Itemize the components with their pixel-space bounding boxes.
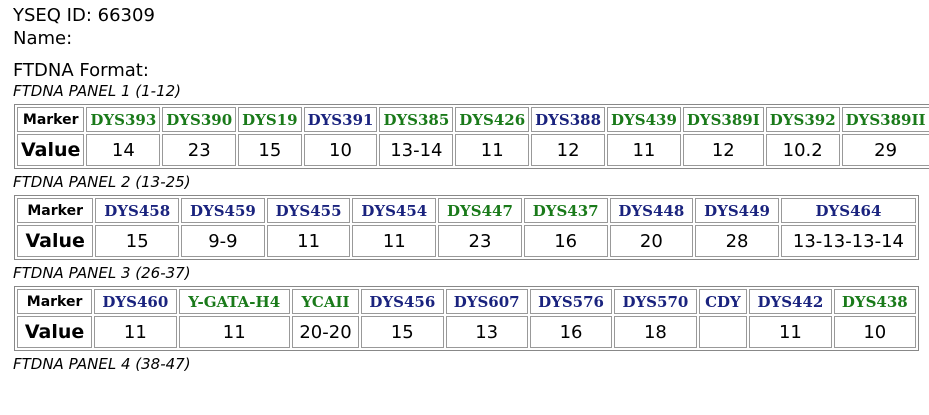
- marker-name: DYS458: [95, 198, 180, 223]
- marker-value: 12: [682, 134, 764, 166]
- format: FTDNA Format:: [13, 60, 149, 81]
- marker-label: Marker: [17, 107, 85, 132]
- marker-name: DYS454: [352, 198, 437, 223]
- marker-row: Marker DYS393 DYS390 DYS19 DYS391 DYS385 DYS42…: [17, 107, 929, 132]
- marker-name: DYS389II: [841, 107, 929, 132]
- marker-name: DYS447: [438, 198, 522, 223]
- panel-title: FTDNA PANEL 4 (38-47): [13, 355, 191, 373]
- marker-value: 11: [352, 225, 437, 257]
- marker-value: 15: [95, 225, 180, 257]
- marker-value: 28: [695, 225, 779, 257]
- marker-value: 29: [841, 134, 929, 166]
- marker-name: YCAII: [291, 289, 360, 314]
- marker-table: Marker DYS458 DYS459 DYS455 DYS454 DYS447 DYS4…: [14, 195, 919, 260]
- marker-name: DYS464: [780, 198, 916, 223]
- marker-value: 10: [303, 134, 378, 166]
- marker-value: 11: [94, 316, 177, 348]
- yseq-id: YSEQ ID: 66309: [13, 5, 155, 26]
- marker-value: 13: [445, 316, 528, 348]
- value-row: Value 15 9-9 11 11 23 16 20 28 13-13-13-14: [17, 225, 916, 257]
- marker-name: DYS437: [523, 198, 608, 223]
- marker-value: 20-20: [291, 316, 360, 348]
- marker-name: DYS390: [162, 107, 237, 132]
- marker-value: 18: [614, 316, 697, 348]
- value-row: Value 14 23 15 10 13-14 11 12 11 12 10.2 29: [17, 134, 929, 166]
- marker-name: DYS570: [614, 289, 697, 314]
- marker-table: Marker DYS460 Y-GATA-H4 YCAII DYS456 DYS607 DY…: [14, 286, 919, 351]
- marker-name: DYS460: [94, 289, 177, 314]
- marker-table: Marker DYS393 DYS390 DYS19 DYS391 DYS385 DYS42…: [14, 104, 929, 169]
- marker-value: 15: [238, 134, 302, 166]
- marker-value: 12: [531, 134, 606, 166]
- marker-name: DYS449: [695, 198, 779, 223]
- marker-name: DYS442: [749, 289, 832, 314]
- marker-value: 9-9: [181, 225, 265, 257]
- marker-value: 11: [607, 134, 681, 166]
- value-row: Value 11 11 20-20 15 13 16 18 11 10: [17, 316, 916, 348]
- marker-name: DYS19: [238, 107, 302, 132]
- marker-name: DYS438: [833, 289, 916, 314]
- marker-name: Y-GATA-H4: [178, 289, 290, 314]
- panels: FTDNA PANEL 1 (1-12) Marker DYS393 DYS390 DY…: [13, 82, 929, 374]
- marker-value: 15: [361, 316, 444, 348]
- value-label: Value: [17, 316, 93, 348]
- marker-name: DYS393: [86, 107, 161, 132]
- marker-value: 13-14: [379, 134, 454, 166]
- marker-name: DYS459: [181, 198, 265, 223]
- marker-name: DYS385: [379, 107, 454, 132]
- marker-name: CDY: [698, 289, 748, 314]
- value-label: Value: [17, 134, 85, 166]
- content: YSEQ ID: 66309 Name: FTDNA Format: FTDNA…: [13, 5, 929, 374]
- marker-name: DYS576: [529, 289, 613, 314]
- marker-label: Marker: [17, 289, 93, 314]
- marker-row: Marker DYS460 Y-GATA-H4 YCAII DYS456 DYS607 DY…: [17, 289, 916, 314]
- marker-name: DYS456: [361, 289, 444, 314]
- marker-name: DYS391: [303, 107, 378, 132]
- panel-title: FTDNA PANEL 2 (13-25): [13, 173, 191, 191]
- name: Name:: [13, 28, 73, 49]
- panel-title: FTDNA PANEL 3 (26-37): [13, 264, 191, 282]
- marker-name: DYS389I: [682, 107, 764, 132]
- marker-value: 11: [266, 225, 351, 257]
- marker-name: DYS448: [609, 198, 694, 223]
- marker-value: 11: [455, 134, 530, 166]
- marker-value: 11: [178, 316, 290, 348]
- marker-row: Marker DYS458 DYS459 DYS455 DYS454 DYS447 DYS4…: [17, 198, 916, 223]
- marker-value: 23: [438, 225, 522, 257]
- panel-title: FTDNA PANEL 1 (1-12): [13, 82, 182, 100]
- marker-value: 11: [749, 316, 832, 348]
- marker-value: 20: [609, 225, 694, 257]
- marker-name: DYS392: [765, 107, 840, 132]
- marker-value: 16: [529, 316, 613, 348]
- marker-value: 10.2: [765, 134, 840, 166]
- marker-value: 14: [86, 134, 161, 166]
- marker-label: Marker: [17, 198, 94, 223]
- value-label: Value: [17, 225, 94, 257]
- marker-value: 10: [833, 316, 916, 348]
- marker-value: 16: [523, 225, 608, 257]
- marker-name: DYS426: [455, 107, 530, 132]
- marker-value: 23: [162, 134, 237, 166]
- marker-name: DYS439: [607, 107, 681, 132]
- marker-name: DYS607: [445, 289, 528, 314]
- marker-name: DYS388: [531, 107, 606, 132]
- marker-value: [698, 316, 748, 348]
- marker-name: DYS455: [266, 198, 351, 223]
- marker-value: 13-13-13-14: [780, 225, 916, 257]
